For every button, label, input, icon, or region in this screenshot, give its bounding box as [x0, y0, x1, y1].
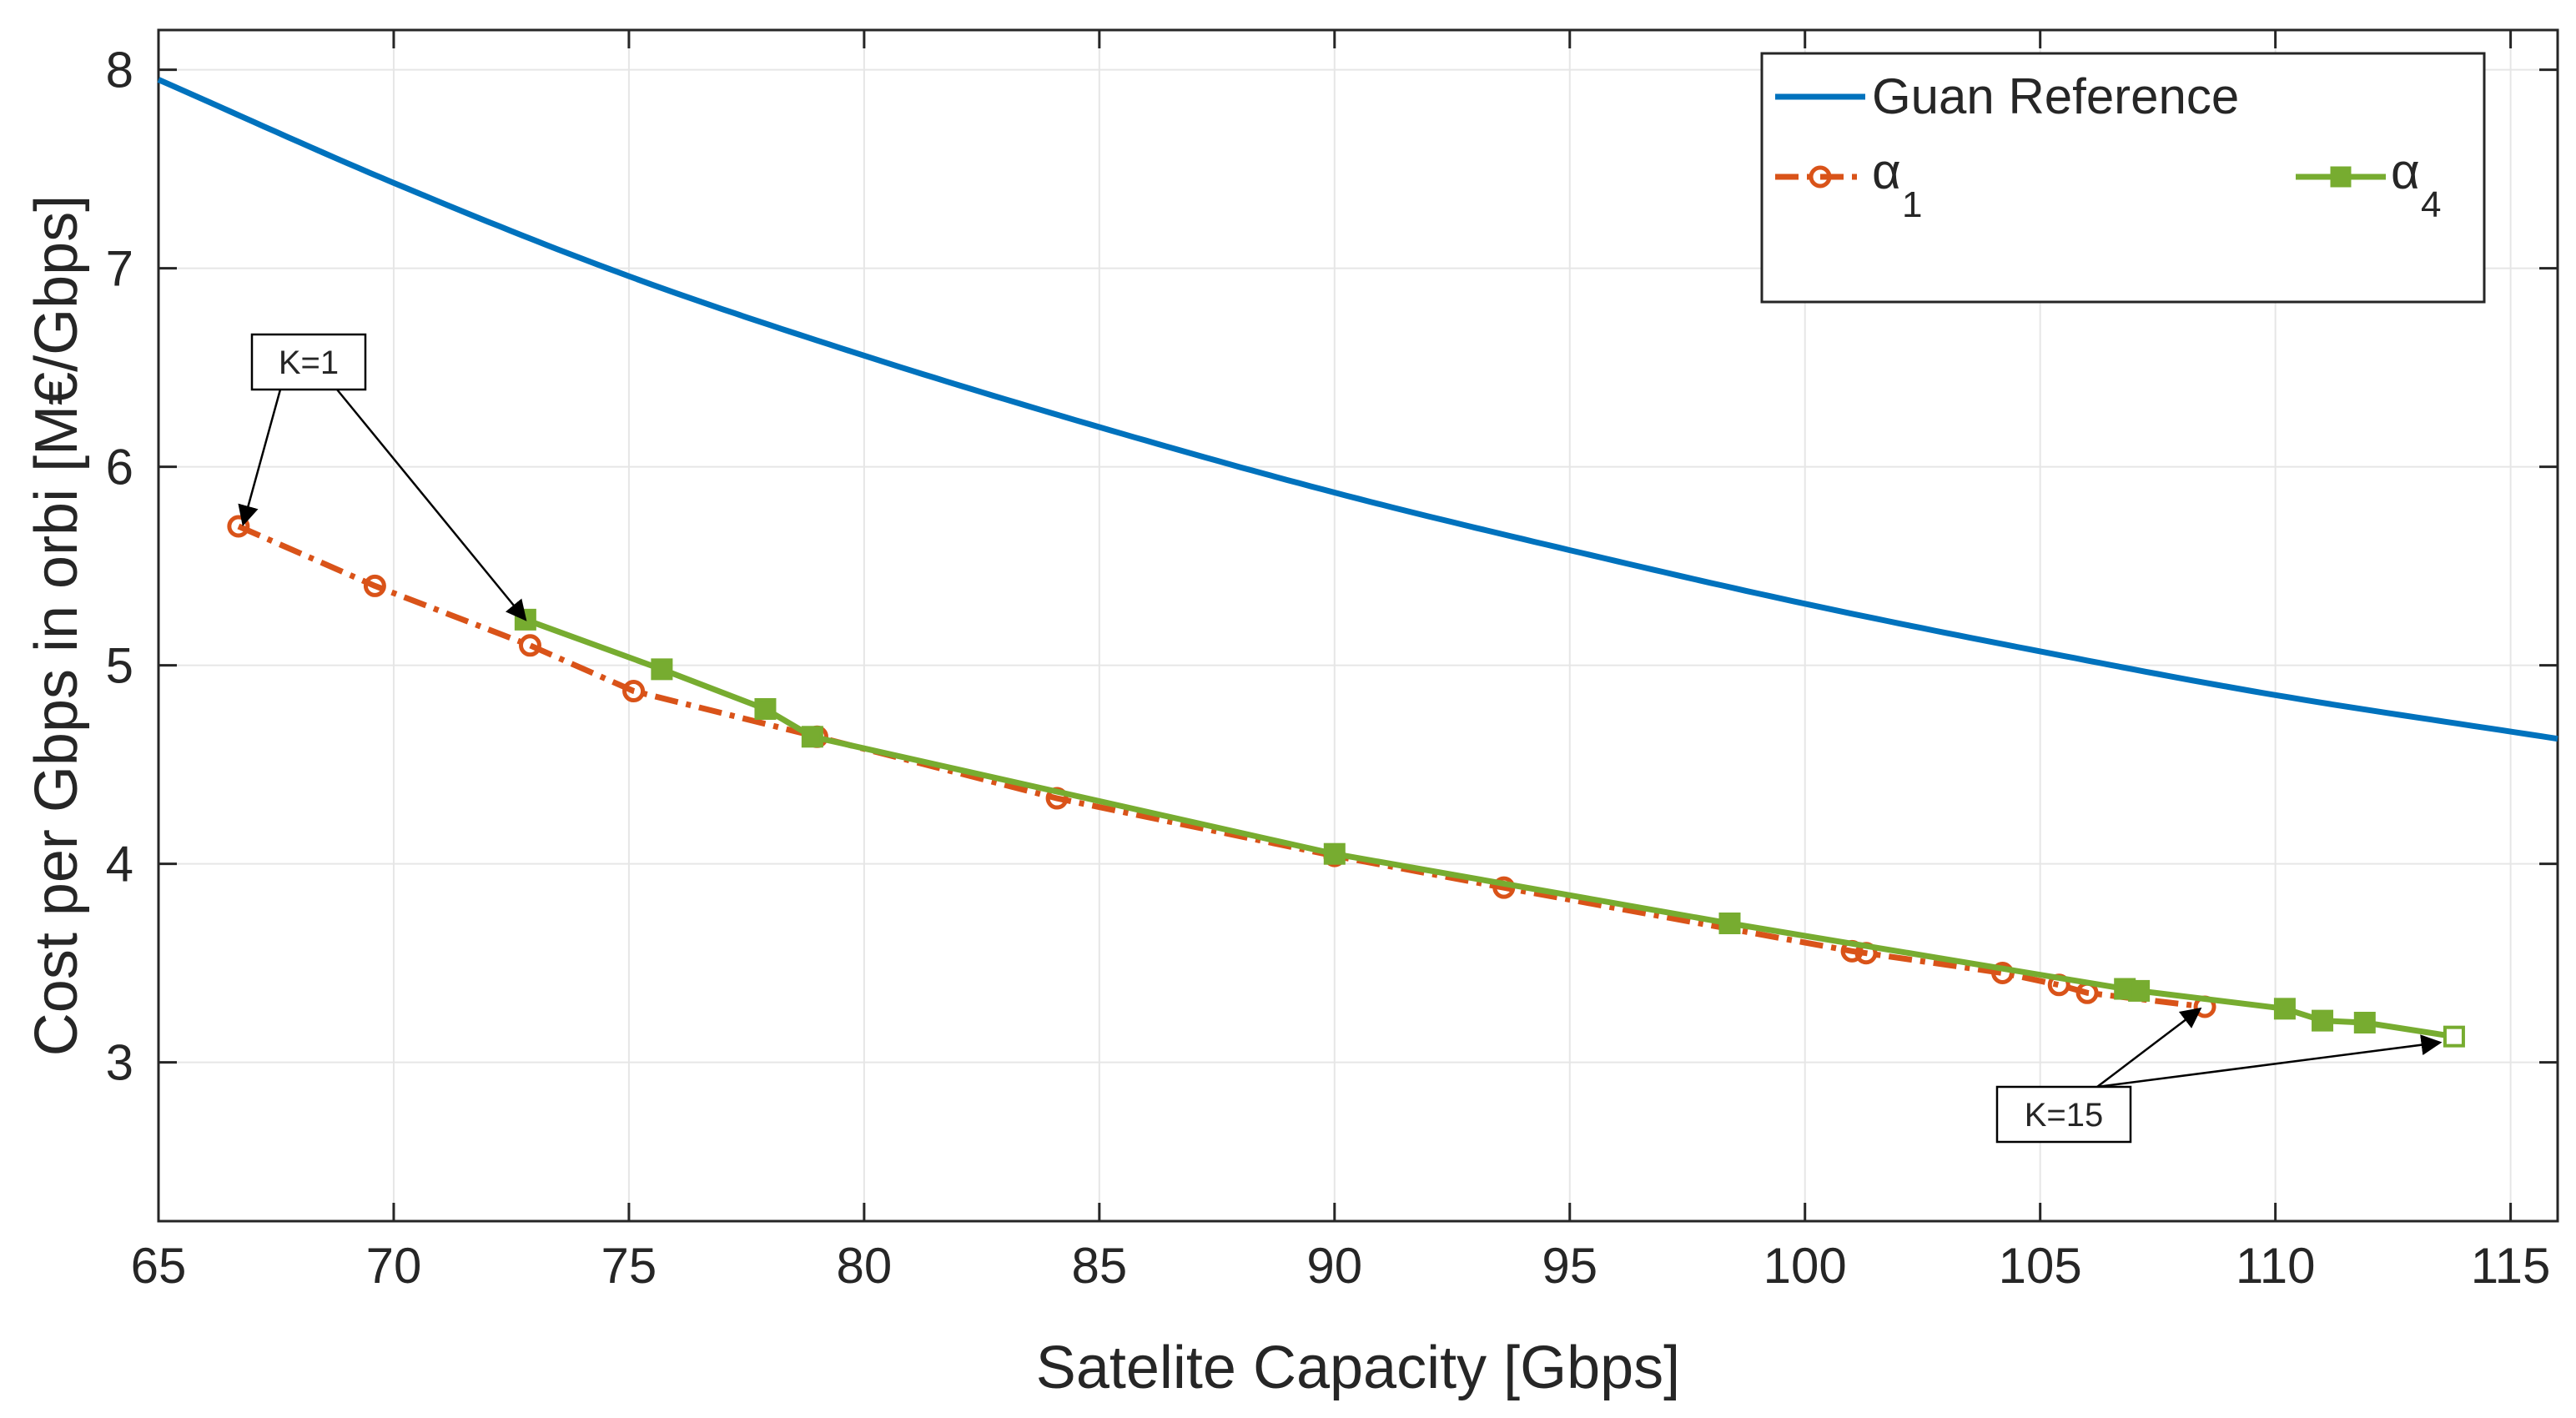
data-point: [2443, 1025, 2465, 1048]
data-point: [518, 634, 541, 657]
plot-frame: [157, 28, 2559, 1223]
data-point: [363, 574, 386, 597]
x-tick-label: 65: [131, 1238, 187, 1294]
y-tick-label: 3: [106, 1035, 133, 1091]
legend-label-guan: Guan Reference: [1872, 68, 2239, 124]
data-point: [2273, 998, 2296, 1020]
series-line: [157, 77, 2558, 742]
annotation-box: [1995, 1085, 2132, 1144]
data-point: [1718, 913, 1741, 934]
annotation-text: K=15: [2025, 1097, 2104, 1134]
y-tick-label: 5: [106, 638, 133, 694]
x-tick-label: 100: [1763, 1238, 1847, 1294]
annotation-k-1: K=1: [238, 333, 527, 621]
annotation-text: K=1: [279, 344, 339, 381]
series-group: [157, 77, 2558, 1048]
x-tick-label: 115: [2471, 1238, 2551, 1294]
annotation-arrow: [2096, 1034, 2443, 1089]
y-tick-label: 6: [106, 440, 133, 495]
legend-marker-alpha4: [2330, 166, 2352, 188]
legend-marker-alpha1: [1809, 165, 1832, 189]
y-tick-label: 8: [106, 43, 133, 98]
annotation-arrow: [238, 389, 282, 527]
series-line: [237, 523, 2206, 1010]
data-point: [2353, 1012, 2376, 1033]
annotations: K=1 K=15: [238, 333, 2443, 1144]
annotation-box: [250, 333, 367, 391]
x-axis-label: Satelite Capacity [Gbps]: [1036, 1335, 1680, 1401]
legend: Guan Reference α 1 α 4: [1760, 52, 2486, 304]
annotation-arrow: [2096, 1007, 2202, 1088]
x-tick-label: 70: [366, 1238, 422, 1294]
legend-label-alpha4: α: [2391, 143, 2420, 199]
legend-label-alpha1: α: [1872, 143, 1901, 199]
y-tick-label: 4: [106, 837, 133, 893]
data-point: [622, 680, 646, 703]
series-alpha-4: [514, 608, 2465, 1048]
annotation-k-15: K=15: [1995, 1007, 2443, 1144]
series-guan-reference: [157, 77, 2558, 742]
x-tick-label: 110: [2236, 1238, 2316, 1294]
ticks: 65 70 75 80 85 90 95 100 105 110 115 3 4 5 6 7 8: [106, 30, 2558, 1294]
x-tick-label: 75: [601, 1238, 657, 1294]
annotation-arrow: [336, 389, 527, 621]
data-point: [1323, 842, 1346, 865]
x-tick-label: 85: [1071, 1238, 1127, 1294]
data-point: [801, 726, 823, 748]
y-tick-label: 7: [106, 241, 133, 297]
x-tick-label: 105: [1999, 1238, 2082, 1294]
x-tick-label: 90: [1306, 1238, 1362, 1294]
x-tick-label: 95: [1542, 1238, 1597, 1294]
y-axis-label: Cost per Gbps in orbi [M€/Gbps]: [23, 195, 90, 1056]
data-point: [651, 658, 673, 681]
x-tick-label: 80: [837, 1238, 893, 1294]
data-point: [2128, 979, 2151, 1002]
data-point: [2312, 1009, 2334, 1032]
legend-sub-alpha1: 1: [1902, 184, 1922, 225]
data-point: [754, 697, 777, 720]
legend-sub-alpha4: 4: [2421, 184, 2441, 225]
